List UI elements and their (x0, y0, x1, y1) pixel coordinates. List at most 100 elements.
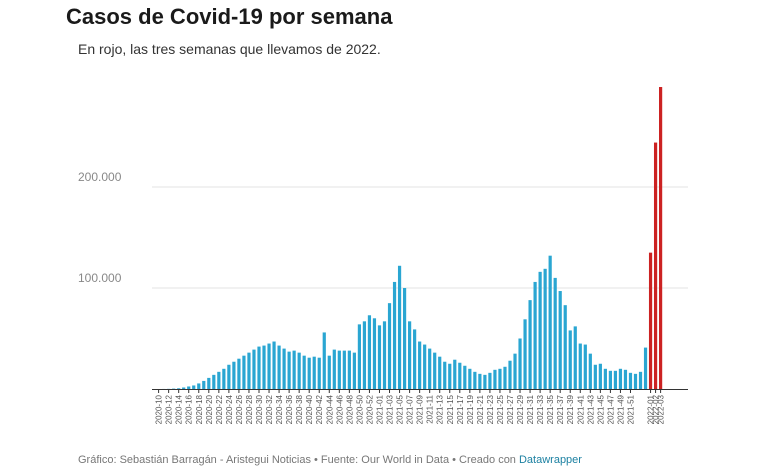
bar (438, 356, 442, 389)
bar (367, 315, 372, 389)
bar (382, 321, 387, 389)
bar (352, 352, 356, 389)
bar (307, 357, 311, 389)
x-tick-label: 2021-07 (406, 394, 415, 424)
gridlines (152, 186, 688, 289)
bar (187, 386, 191, 389)
bar (588, 353, 592, 389)
bar (402, 288, 407, 389)
x-tick-label: 2020-34 (275, 394, 284, 424)
bar (478, 373, 482, 389)
bar (558, 291, 562, 389)
bar (618, 368, 623, 389)
x-tick-label: 2020-30 (255, 394, 264, 424)
x-tick-label: 2020-10 (155, 394, 164, 424)
footer-credit: Gráfico: Sebastián Barragán - Aristegui … (78, 454, 519, 466)
bar (463, 365, 467, 389)
bar (458, 362, 462, 389)
bar (573, 326, 577, 389)
bar (613, 370, 618, 389)
y-tick-label: 100.000 (78, 271, 122, 285)
bar (628, 372, 633, 389)
bar (227, 364, 231, 389)
x-tick-label: 2022-03 (657, 394, 666, 424)
x-tick-label: 2020-24 (225, 394, 234, 424)
x-tick-label: 2021-35 (546, 394, 555, 424)
x-tick-label: 2020-42 (315, 394, 324, 424)
x-tick-label: 2021-49 (616, 394, 625, 424)
bar (513, 353, 517, 389)
x-axis-ticks: 2020-10 2020-12 2020-14 2020-16 2020-18 2020-… (155, 389, 666, 424)
x-tick-label: 2021-39 (566, 394, 575, 424)
bar (182, 387, 186, 389)
x-tick-label: 2020-18 (195, 394, 204, 424)
bar (578, 343, 582, 389)
x-tick-label: 2020-16 (185, 394, 194, 424)
bar (302, 355, 306, 389)
bar (297, 352, 301, 389)
x-tick-label: 2021-33 (536, 394, 545, 424)
bar (292, 350, 296, 389)
x-tick-label: 2020-28 (245, 394, 254, 424)
x-tick-label: 2021-47 (606, 394, 615, 424)
bar (392, 281, 397, 389)
bar (362, 321, 367, 389)
bar (202, 380, 206, 389)
x-tick-label: 2022-01 (647, 394, 656, 424)
bar (508, 360, 512, 389)
bar (413, 329, 417, 389)
bar (568, 330, 572, 389)
bar (543, 268, 547, 389)
x-tick-label: 2021-23 (486, 394, 495, 424)
bar (212, 374, 216, 389)
bar (342, 350, 346, 389)
bar (583, 344, 587, 389)
x-tick-label: 2021-51 (626, 394, 635, 424)
bar (372, 318, 377, 389)
x-tick-label: 2020-36 (285, 394, 294, 424)
bar (533, 281, 537, 389)
x-tick-label: 2021-37 (556, 394, 565, 424)
bar (232, 361, 236, 389)
bar (593, 364, 597, 389)
bar (387, 303, 392, 389)
x-tick-label: 2020-40 (305, 394, 314, 424)
bar (538, 271, 542, 389)
x-tick-label: 2021-21 (476, 394, 485, 424)
x-tick-label: 2022-02 (652, 394, 661, 424)
bar (277, 345, 281, 389)
x-tick-label: 2020-20 (205, 394, 214, 424)
bar (448, 363, 452, 389)
x-tick-label: 2020-22 (215, 394, 224, 424)
bar (528, 300, 532, 389)
bar (598, 363, 602, 389)
bar (423, 344, 427, 389)
bar (493, 369, 497, 389)
x-tick-label: 2021-15 (446, 394, 455, 424)
x-tick-label: 2020-44 (325, 394, 334, 424)
bar (653, 142, 658, 389)
datawrapper-link[interactable]: Datawrapper (518, 454, 582, 466)
bars (162, 87, 663, 389)
bar (418, 341, 422, 389)
x-tick-label: 2021-05 (396, 394, 405, 424)
x-tick-label: 2020-12 (165, 394, 174, 424)
x-tick-label: 2020-52 (365, 394, 374, 424)
x-tick-label: 2021-31 (526, 394, 535, 424)
bar (322, 332, 326, 389)
x-tick-label: 2021-29 (516, 394, 525, 424)
bar (563, 305, 567, 389)
bar (247, 352, 251, 389)
bar (523, 319, 527, 389)
bar (397, 265, 402, 389)
bar (408, 321, 412, 389)
bar (257, 346, 261, 389)
x-tick-label: 2021-25 (496, 394, 505, 424)
bar (503, 366, 507, 389)
bar (638, 371, 643, 389)
bar (197, 383, 201, 389)
bar (518, 338, 522, 389)
bar (312, 356, 316, 389)
x-tick-label: 2020-32 (265, 394, 274, 424)
